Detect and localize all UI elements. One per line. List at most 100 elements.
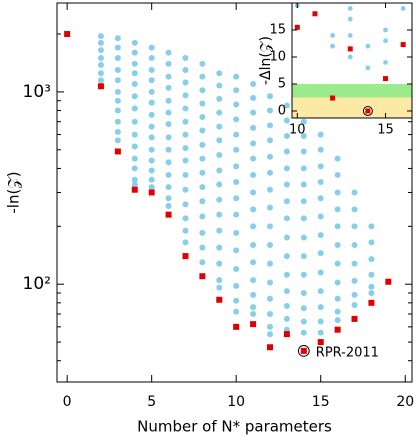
point xyxy=(267,331,273,338)
point xyxy=(148,111,155,118)
point xyxy=(233,229,240,236)
point xyxy=(199,184,206,191)
band xyxy=(292,83,412,98)
point xyxy=(250,259,257,266)
point xyxy=(148,134,155,141)
point xyxy=(233,179,240,186)
point xyxy=(233,131,240,138)
point xyxy=(368,223,375,230)
point xyxy=(317,250,324,257)
point xyxy=(216,211,223,218)
point xyxy=(199,244,206,251)
point xyxy=(199,141,206,148)
point xyxy=(267,295,273,302)
point xyxy=(334,241,341,248)
point xyxy=(148,67,155,74)
point xyxy=(347,32,353,38)
point xyxy=(114,97,121,104)
point xyxy=(233,101,240,108)
point xyxy=(283,215,290,222)
point xyxy=(267,310,273,317)
point xyxy=(267,186,273,193)
point xyxy=(148,176,155,183)
point xyxy=(114,77,121,84)
point xyxy=(368,256,375,263)
x-tick-label: 0 xyxy=(63,394,72,410)
point xyxy=(131,70,138,77)
point xyxy=(250,140,257,147)
point xyxy=(347,5,353,11)
point xyxy=(368,239,375,246)
point xyxy=(199,273,206,280)
point xyxy=(182,145,189,152)
point xyxy=(250,304,257,311)
point xyxy=(216,151,223,158)
point xyxy=(300,234,307,241)
point xyxy=(114,88,121,95)
point xyxy=(131,93,138,100)
point xyxy=(114,35,121,42)
point xyxy=(148,99,155,106)
point xyxy=(250,291,257,298)
point xyxy=(114,67,121,74)
y-tick-label: 10 xyxy=(269,49,286,64)
point xyxy=(114,128,121,135)
point xyxy=(267,204,273,211)
point xyxy=(165,60,172,67)
point xyxy=(300,318,307,325)
point xyxy=(216,123,223,130)
point xyxy=(165,73,172,80)
x-tick-label: 10 xyxy=(227,394,245,410)
point xyxy=(114,137,121,144)
point xyxy=(165,97,172,104)
point xyxy=(368,289,375,296)
point xyxy=(97,55,104,62)
point xyxy=(216,277,223,284)
point xyxy=(216,95,223,102)
point xyxy=(351,315,358,322)
point xyxy=(267,279,273,286)
point xyxy=(199,259,206,266)
point xyxy=(283,271,290,278)
point xyxy=(182,239,189,246)
point xyxy=(216,260,223,267)
point xyxy=(300,215,307,222)
point xyxy=(383,27,388,33)
point xyxy=(199,229,206,236)
point xyxy=(131,165,138,172)
point xyxy=(165,84,172,91)
y-tick-label: 10³ xyxy=(23,82,51,102)
point xyxy=(317,269,324,276)
x-tick-label: 15 xyxy=(377,123,394,138)
point xyxy=(334,279,341,286)
point xyxy=(182,201,189,208)
point xyxy=(317,288,324,295)
point xyxy=(182,55,189,62)
point xyxy=(267,323,273,330)
point xyxy=(131,118,138,125)
point xyxy=(97,33,104,40)
point xyxy=(148,167,155,174)
point xyxy=(351,301,358,308)
point xyxy=(351,189,358,196)
point xyxy=(199,169,206,176)
point xyxy=(131,186,138,193)
point xyxy=(182,186,189,193)
point xyxy=(383,59,388,65)
point xyxy=(283,253,290,260)
point xyxy=(182,118,189,125)
point xyxy=(165,146,172,153)
point xyxy=(182,92,189,99)
point xyxy=(131,155,138,162)
point xyxy=(250,241,257,248)
point xyxy=(351,241,358,248)
point xyxy=(233,265,240,272)
point xyxy=(250,80,257,87)
point xyxy=(300,253,307,260)
point xyxy=(165,171,172,178)
point xyxy=(300,305,307,312)
point xyxy=(300,181,307,188)
point xyxy=(317,232,324,239)
